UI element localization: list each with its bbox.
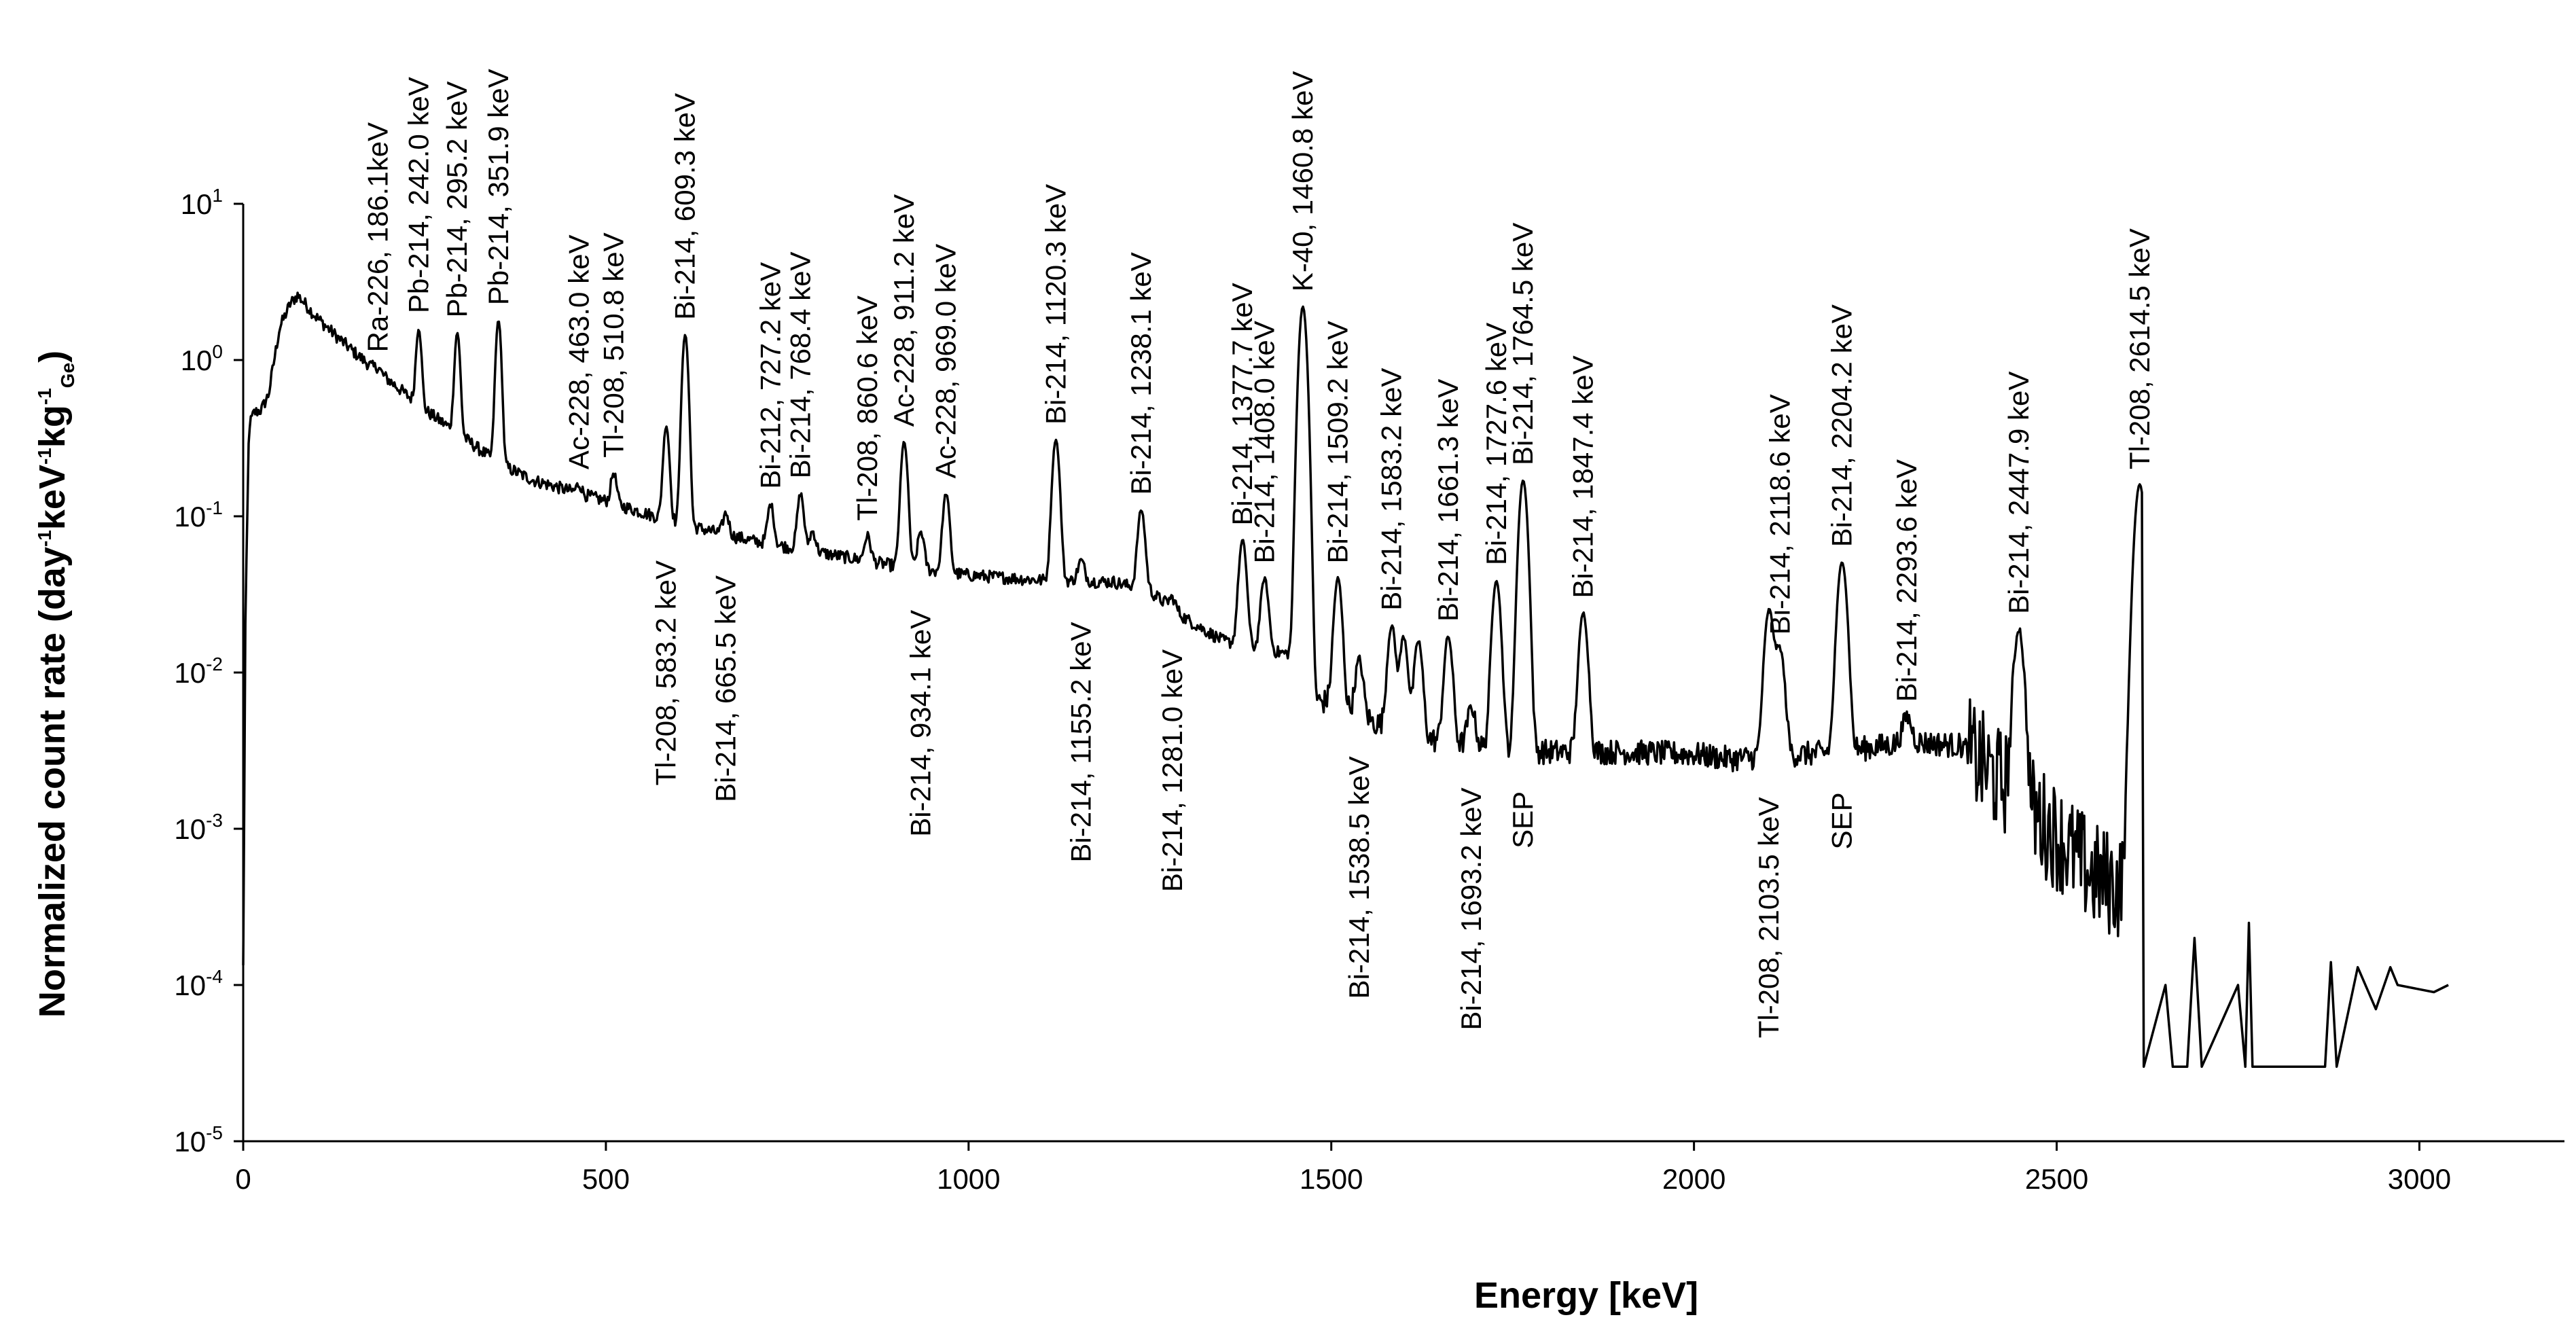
x-axis-ticks: 0 500 1000 1500 2000 2500 3000 [235, 1141, 2451, 1195]
peak-label-top: Tl-208, 2614.5 keV [2124, 228, 2155, 469]
y-tick-label: 10-1 [174, 497, 223, 533]
peak-label-bottom: SEP [1507, 791, 1539, 848]
peak-label-top: Bi-214, 1727.6 keV [1480, 323, 1512, 565]
spectrum-line [242, 291, 2449, 1069]
peak-label-top: Bi-214, 1120.3 keV [1039, 184, 1071, 425]
peak-label-top: Bi-214, 1238.1 keV [1125, 252, 1157, 495]
peak-label-bottom: Bi-214, 1538.5 keV [1343, 756, 1375, 999]
peak-label-bottom: Bi-214, 1281.0 keV [1156, 649, 1188, 892]
peak-label-bottom: Tl-208, 2103.5 keV [1753, 797, 1785, 1038]
peak-label-top: Tl-208, 860.6 keV [851, 296, 883, 521]
peak-label-top: Bi-214, 1408.0 keV [1249, 321, 1281, 563]
peak-label-top: Bi-214, 2293.6 keV [1891, 459, 1922, 702]
y-tick-label: 10-3 [174, 810, 223, 845]
x-tick-label: 500 [582, 1163, 630, 1195]
peak-label-top: Bi-214, 2204.2 keV [1826, 304, 1858, 547]
peak-label-bottom: Bi-214, 934.1 keV [904, 610, 936, 837]
peak-label-top: Pb-214, 351.9 keV [482, 69, 514, 305]
y-tick-label: 10-5 [174, 1122, 223, 1158]
x-tick-label: 2000 [1662, 1163, 1725, 1195]
peak-label-top: K-40, 1460.8 keV [1287, 71, 1319, 292]
y-tick-label: 101 [181, 185, 223, 220]
peak-label-top: Bi-214, 1583.2 keV [1376, 368, 1408, 611]
peak-label-top: Bi-214, 1377.7 keV [1226, 283, 1258, 525]
peak-labels: Ra-226, 186.1keV Pb-214, 242.0 keV Pb-214,… [362, 69, 2155, 1038]
peak-label-bottom: Bi-214, 1693.2 keV [1455, 787, 1487, 1030]
peak-label-bottom: SEP [1826, 792, 1858, 849]
peak-label-top: Bi-212, 727.2 keV [755, 262, 787, 489]
peak-label-top: Bi-214, 609.3 keV [669, 93, 701, 320]
y-axis-ticks: 101 100 10-1 10-2 10-3 10-4 10-5 [174, 185, 243, 1158]
peak-label-top: Pb-214, 242.0 keV [402, 77, 434, 313]
peak-label-top: Bi-214, 1847.4 keV [1567, 355, 1599, 598]
plot-area [242, 291, 2449, 1069]
x-tick-label: 3000 [2388, 1163, 2451, 1195]
peak-label-top: Ac-228, 969.0 keV [930, 244, 962, 479]
y-tick-label: 100 [181, 341, 223, 376]
peak-label-top: Bi-214, 1509.2 keV [1322, 321, 1354, 563]
peak-label-top: Bi-214, 1661.3 keV [1432, 379, 1464, 622]
peak-label-top: Bi-214, 2447.9 keV [2003, 372, 2035, 614]
peak-label-bottom: Bi-214, 665.5 keV [710, 575, 742, 802]
y-tick-label: 10-4 [174, 966, 223, 1001]
peak-label-top: Bi-214, 2118.6 keV [1764, 394, 1795, 634]
x-tick-label: 1500 [1300, 1163, 1363, 1195]
y-axis-title: Normalized count rate (day-1keV-1kg-1Ge) [32, 351, 78, 1018]
peak-label-top: Ac-228, 463.0 keV [562, 235, 594, 470]
peak-label-top: Ra-226, 186.1keV [362, 122, 394, 353]
peak-label-bottom: Tl-208, 583.2 keV [650, 560, 682, 786]
y-tick-label: 10-2 [174, 653, 223, 689]
peak-label-top: Bi-214, 768.4 keV [785, 252, 817, 479]
peak-label-top: Ac-228, 911.2 keV [888, 194, 920, 427]
x-tick-label: 2500 [2025, 1163, 2088, 1195]
peak-label-top: Tl-208, 510.8 keV [597, 232, 629, 458]
x-tick-label: 0 [235, 1163, 251, 1195]
peak-label-top: Pb-214, 295.2 keV [441, 82, 473, 318]
peak-label-bottom: Bi-214, 1155.2 keV [1065, 622, 1097, 863]
x-axis-title: Energy [keV] [1474, 1275, 1698, 1316]
peak-label-top: Bi-214, 1764.5 keV [1507, 223, 1539, 465]
x-tick-label: 1000 [937, 1163, 1000, 1195]
